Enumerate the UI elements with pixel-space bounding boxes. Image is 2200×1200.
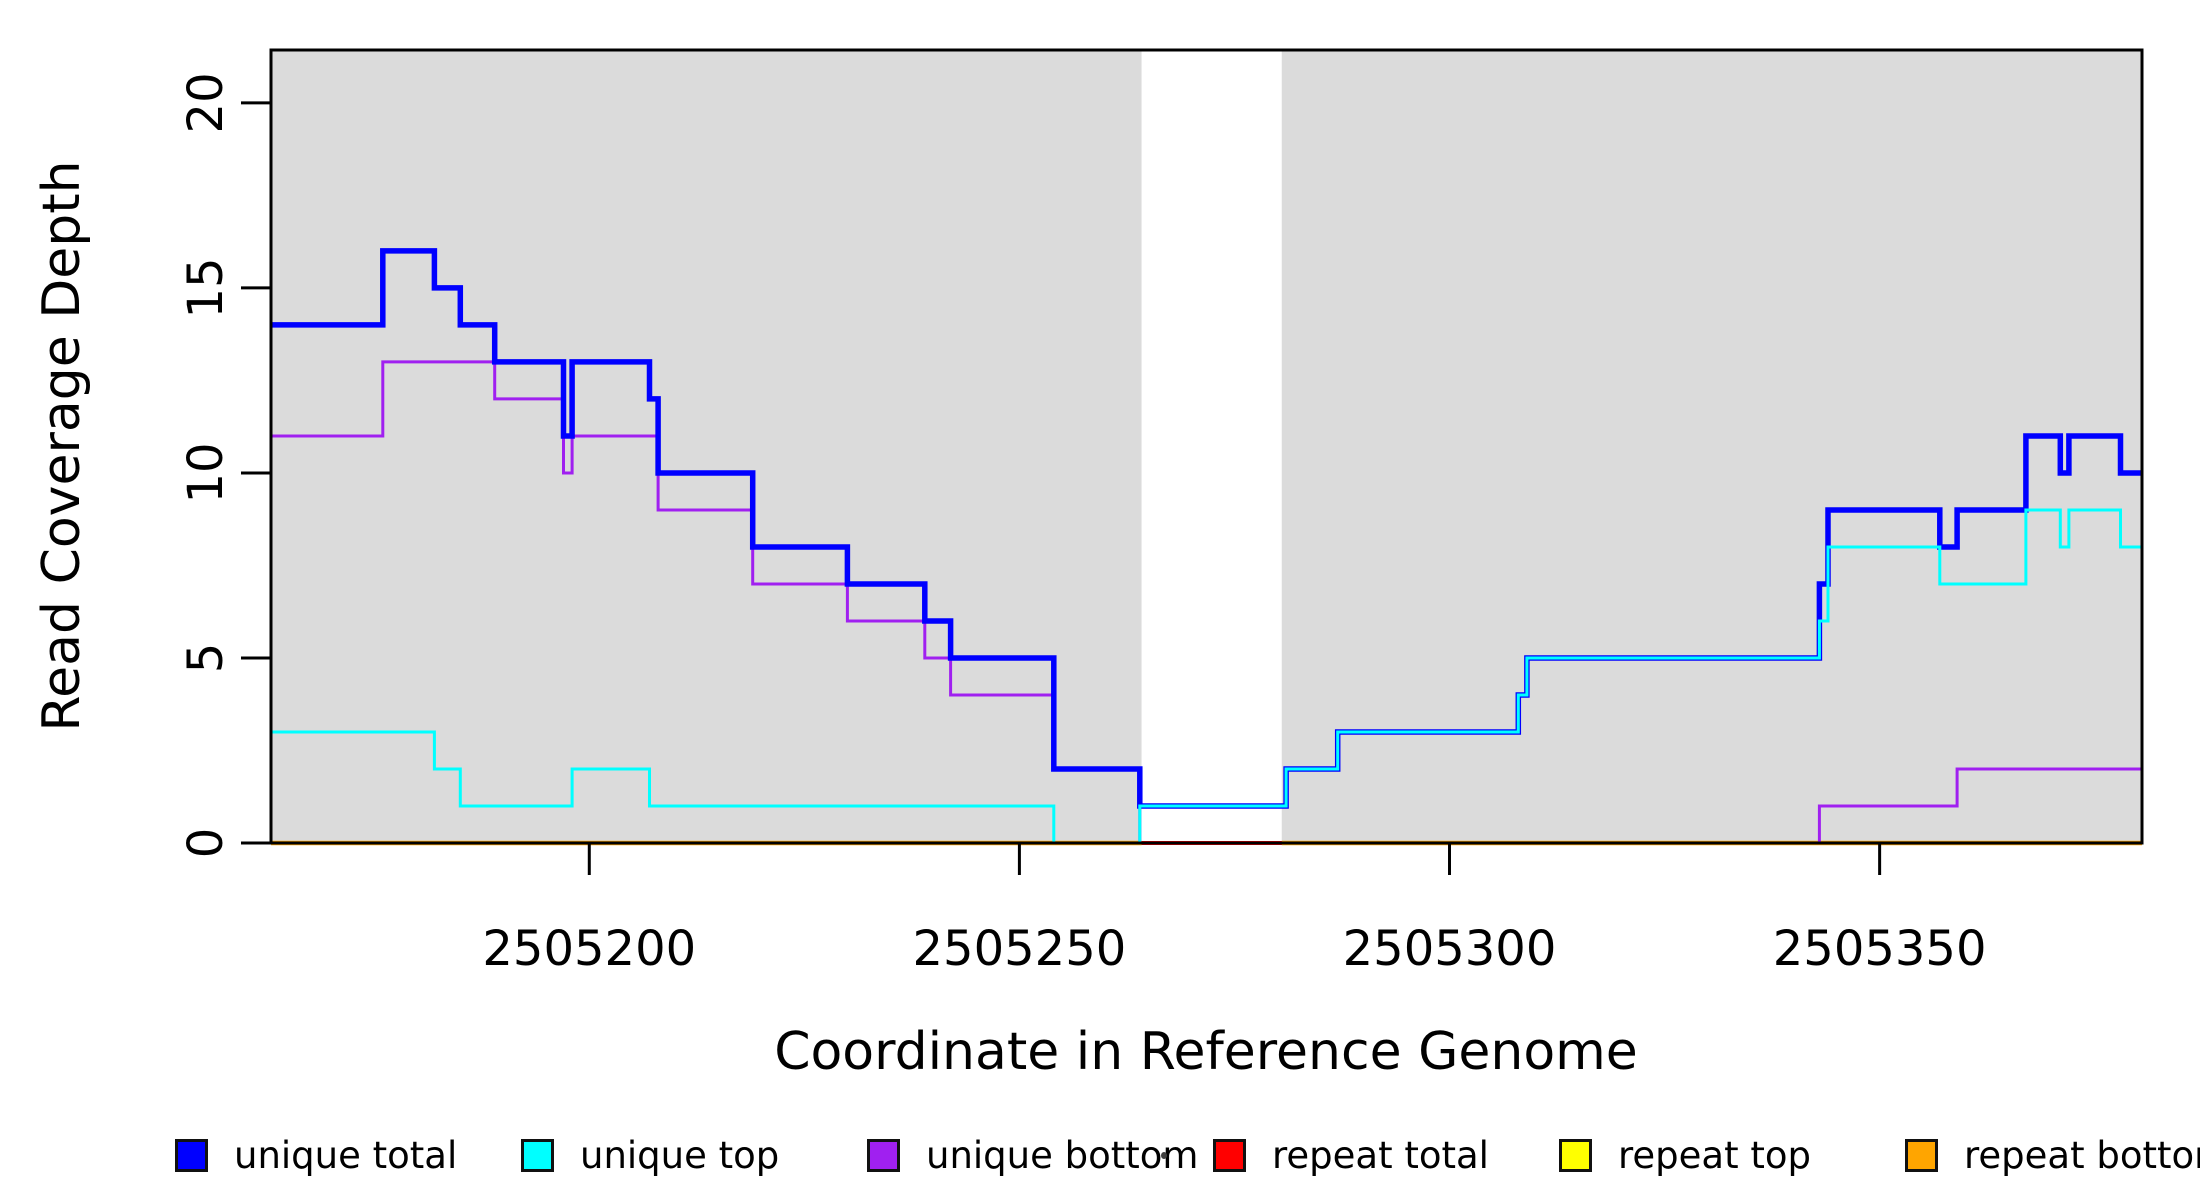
x-tick-label: 2505350 <box>1773 921 1987 977</box>
plot-bg-right <box>1281 50 2142 843</box>
x-tick-label: 2505300 <box>1343 921 1557 977</box>
x-axis-title: Coordinate in Reference Genome <box>774 1022 1638 1082</box>
y-axis-title: Read Coverage Depth <box>32 160 92 732</box>
x-tick-label: 2505200 <box>482 921 696 977</box>
y-tick-label: 20 <box>178 72 234 133</box>
plot-border <box>269 48 2144 845</box>
x-tick-label: 2505250 <box>913 921 1127 977</box>
plot-bg-left <box>271 50 1142 843</box>
y-tick-label: 5 <box>178 643 234 674</box>
y-tick-label: 10 <box>178 442 234 503</box>
stray-mark-dot <box>1161 1152 1167 1159</box>
y-tick-label: 15 <box>178 257 234 318</box>
y-tick-label: 0 <box>178 828 234 859</box>
series-unique-total-line <box>271 248 2142 809</box>
series-unique-top-line <box>271 508 2142 845</box>
